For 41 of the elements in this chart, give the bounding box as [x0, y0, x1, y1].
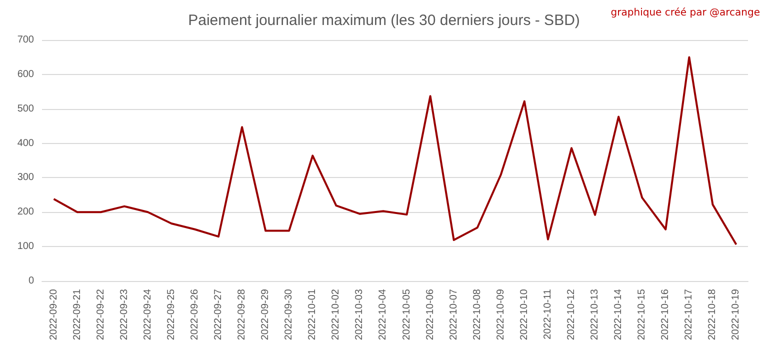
y-tick-label: 200 [17, 206, 34, 218]
x-tick-label: 2022-09-26 [189, 288, 200, 340]
x-tick-label: 2022-10-18 [707, 288, 718, 340]
x-tick-label: 2022-10-13 [590, 288, 601, 340]
x-tick-label: 2022-10-04 [378, 288, 389, 340]
x-tick-label: 2022-10-12 [566, 288, 577, 340]
x-tick-label: 2022-10-02 [330, 288, 342, 340]
y-tick-label: 700 [17, 34, 34, 46]
x-tick-label: 2022-09-30 [284, 288, 295, 340]
x-tick-label: 2022-10-05 [401, 288, 412, 340]
y-tick-label: 400 [17, 138, 34, 149]
x-tick-label: 2022-09-21 [72, 288, 83, 340]
text: graphique créé par @arcange [610, 8, 760, 18]
x-tick-label: 2022-09-27 [213, 288, 224, 340]
chart-title: Paiement journalier maximum (les 30 derniers jours - SBD) [188, 12, 580, 29]
x-tick-label: 2022-10-17 [684, 288, 695, 340]
x-tick-label: 2022-10-11 [542, 288, 554, 340]
x-tick-label: 2022-10-15 [636, 288, 648, 340]
x-tick-label: 2022-09-24 [142, 288, 154, 340]
x-tick-label: 2022-10-03 [354, 288, 366, 340]
x-tick-label: 2022-10-14 [613, 288, 624, 340]
y-tick-label: 600 [17, 68, 34, 80]
x-tick-label: 2022-09-29 [260, 288, 272, 340]
x-tick-label: 2022-09-22 [95, 288, 106, 340]
x-tick-label: 2022-10-08 [472, 288, 483, 340]
line-series [52, 56, 738, 246]
x-tick-label: 2022-10-06 [424, 288, 436, 340]
x-tick-label: 2022-10-01 [307, 288, 318, 340]
y-tick-label: 500 [17, 103, 34, 114]
x-tick-label: 2022-10-16 [660, 288, 672, 340]
x-tick-label: 2022-10-07 [448, 288, 460, 340]
x-tick-label: 2022-09-23 [118, 288, 130, 340]
y-tick-label: 0 [28, 276, 34, 286]
x-tick-label: 2022-09-28 [236, 288, 248, 340]
y-tick-label: 100 [17, 241, 34, 252]
x-tick-label: 2022-09-25 [166, 288, 177, 340]
x-tick-label: 2022-09-20 [48, 288, 60, 340]
x-tick-label: 2022-10-09 [495, 288, 506, 340]
x-tick-label: 2022-10-19 [730, 288, 742, 340]
y-tick-label: 300 [17, 172, 34, 184]
x-tick-label: 2022-10-10 [518, 288, 530, 340]
